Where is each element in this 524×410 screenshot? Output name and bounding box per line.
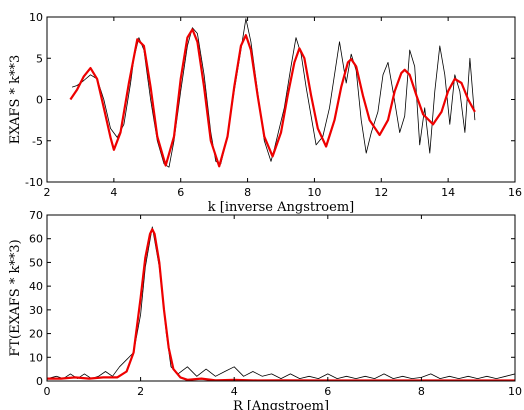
x-axis-label: R [Angstroem] xyxy=(233,399,329,410)
y-tick-label: 70 xyxy=(29,209,43,222)
x-tick-label: 2 xyxy=(44,186,51,199)
y-tick-label: 5 xyxy=(36,52,43,65)
y-tick-label: 20 xyxy=(29,328,43,341)
y-tick-label: 50 xyxy=(29,256,43,269)
x-tick-label: 14 xyxy=(441,186,455,199)
y-tick-label: 40 xyxy=(29,280,43,293)
y-tick-label: 30 xyxy=(29,304,43,317)
y-tick-label: 10 xyxy=(29,11,43,24)
y-tick-label: 10 xyxy=(29,351,43,364)
y-tick-label: -10 xyxy=(25,176,43,189)
x-tick-label: 2 xyxy=(137,385,144,398)
bottom-panel-fourier-transform: 0 2 4 6 8 10 0 10 20 30 40 50 60 70 R [Angstroem] FT(EX… xyxy=(8,209,522,410)
y-axis-label: EXAFS * k**3 xyxy=(8,55,23,145)
x-tick-label: 4 xyxy=(231,385,238,398)
x-axis-label: k [inverse Angstroem] xyxy=(208,200,354,215)
x-tick-label: 6 xyxy=(177,186,184,199)
series-fit-line xyxy=(69,28,476,168)
x-tick-label: 0 xyxy=(44,385,51,398)
x-tick-label: 6 xyxy=(324,385,331,398)
x-tick-label: 12 xyxy=(374,186,388,199)
series-fit-line xyxy=(47,228,515,381)
x-tick-label: 8 xyxy=(418,385,425,398)
y-tick-label: 60 xyxy=(29,233,43,246)
x-tick-label: 10 xyxy=(307,186,321,199)
y-axis-label: FT(EXAFS * k**3) xyxy=(8,239,23,356)
x-tick-label: 16 xyxy=(508,186,522,199)
x-tick-label: 10 xyxy=(508,385,522,398)
axes-frame xyxy=(46,214,516,382)
y-tick-label: 0 xyxy=(36,94,43,107)
series-data-line xyxy=(47,226,515,380)
y-tick-label: 0 xyxy=(36,375,43,388)
y-tick-label: -5 xyxy=(32,135,43,148)
x-tick-label: 4 xyxy=(110,186,117,199)
x-tick-label: 8 xyxy=(244,186,251,199)
